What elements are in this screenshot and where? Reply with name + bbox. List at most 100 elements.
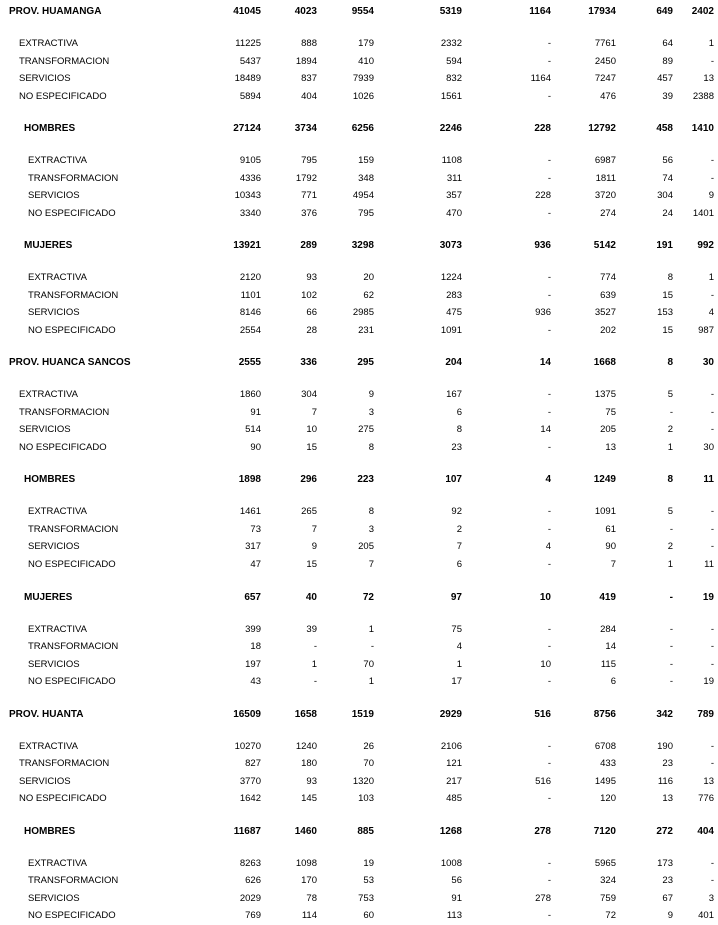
row-value: 1091 xyxy=(594,506,616,518)
row-value: 90 xyxy=(250,441,261,453)
row-value: 9105 xyxy=(239,155,261,167)
total-value: 19 xyxy=(702,591,714,603)
total-value: 992 xyxy=(697,240,714,252)
row-value: - xyxy=(547,406,551,418)
row-value: 6708 xyxy=(594,740,616,752)
row-value: 936 xyxy=(535,307,551,319)
row-value: - xyxy=(547,155,551,167)
row-value: 1008 xyxy=(440,857,462,869)
row-value: 70 xyxy=(363,758,374,770)
total-value: 4023 xyxy=(294,6,317,17)
row-value: - xyxy=(547,172,551,184)
row-value: 28 xyxy=(306,324,317,336)
row-value: 61 xyxy=(605,523,616,535)
row-label: SERVICIOS xyxy=(28,658,80,670)
row-value: 30 xyxy=(703,441,714,453)
row-value: 304 xyxy=(301,389,317,401)
row-value: 113 xyxy=(446,910,462,922)
row-value: 116 xyxy=(657,775,673,787)
row-value: 1 xyxy=(368,676,374,687)
row-value: 115 xyxy=(600,658,616,670)
row-value: 15 xyxy=(306,558,317,570)
row-value: 4 xyxy=(708,307,714,319)
row-label: TRANSFORMACION xyxy=(28,289,119,301)
row-value: 2120 xyxy=(239,272,261,284)
total-value: 97 xyxy=(450,591,462,603)
total-value: 1249 xyxy=(593,474,616,486)
row-value: 8263 xyxy=(239,857,261,869)
total-value: 2246 xyxy=(439,123,462,135)
row-value: 476 xyxy=(600,90,616,102)
row-value: 1860 xyxy=(239,389,261,401)
row-value: 72 xyxy=(605,910,616,922)
row-value: 357 xyxy=(446,190,462,202)
row-value: 348 xyxy=(358,172,374,184)
row-value: - xyxy=(710,406,714,418)
row-value: - xyxy=(710,55,714,67)
total-value: 17934 xyxy=(588,6,616,17)
row-label: SERVICIOS xyxy=(19,775,71,787)
total-value: 3734 xyxy=(294,123,317,135)
row-value: 14 xyxy=(605,641,616,652)
row-value: 6 xyxy=(456,406,462,418)
row-value: 311 xyxy=(446,172,462,184)
total-value: 649 xyxy=(656,6,673,17)
total-value: 936 xyxy=(534,240,551,252)
row-label: TRANSFORMACION xyxy=(28,875,119,887)
row-value: - xyxy=(547,558,551,570)
row-value: 324 xyxy=(600,875,616,887)
row-label: SERVICIOS xyxy=(28,190,80,202)
total-value: 458 xyxy=(656,123,673,135)
row-value: 62 xyxy=(363,289,374,301)
total-value: 8756 xyxy=(593,708,616,720)
total-value: 41045 xyxy=(233,6,261,17)
row-value: 159 xyxy=(358,155,374,167)
row-value: 90 xyxy=(605,541,616,553)
row-value: 15 xyxy=(306,441,317,453)
row-value: 9 xyxy=(368,389,374,401)
total-value: 204 xyxy=(445,357,462,369)
total-value: 2555 xyxy=(238,357,261,369)
row-value: 626 xyxy=(245,875,261,887)
row-value: 5965 xyxy=(594,857,616,869)
total-value: 228 xyxy=(534,123,551,135)
row-label: SERVICIOS xyxy=(28,307,80,319)
row-value: 769 xyxy=(245,910,261,922)
row-value: 23 xyxy=(662,758,673,770)
total-value: 516 xyxy=(534,708,551,720)
total-value: 5319 xyxy=(439,6,462,17)
row-value: 516 xyxy=(535,775,551,787)
total-value: 6256 xyxy=(351,123,374,135)
row-value: 56 xyxy=(451,875,462,887)
row-value: 6 xyxy=(456,558,462,570)
row-value: 2 xyxy=(667,424,673,436)
row-value: 3527 xyxy=(594,307,616,319)
row-label: EXTRACTIVA xyxy=(19,389,78,401)
row-value: 11 xyxy=(704,558,714,570)
row-value: 1108 xyxy=(441,155,462,167)
row-value: 304 xyxy=(657,190,673,202)
row-value: 399 xyxy=(245,623,261,635)
row-value: 4336 xyxy=(239,172,261,184)
row-value: - xyxy=(547,55,551,67)
row-value: 91 xyxy=(250,406,261,418)
row-value: 827 xyxy=(245,758,261,770)
total-value: 3073 xyxy=(439,240,462,252)
total-label: MUJERES xyxy=(24,240,73,252)
total-value: 404 xyxy=(697,825,714,837)
row-value: 7247 xyxy=(594,73,616,84)
total-value: 2402 xyxy=(691,6,714,17)
row-value: 7 xyxy=(368,558,374,570)
row-value: 5437 xyxy=(239,55,261,67)
total-value: 8 xyxy=(667,357,673,369)
row-value: 457 xyxy=(657,73,673,84)
row-value: 8 xyxy=(368,441,374,453)
row-value: 7 xyxy=(311,406,317,418)
total-value: 14 xyxy=(539,357,551,369)
total-value: 278 xyxy=(534,825,551,837)
row-value: 70 xyxy=(363,658,374,670)
row-value: - xyxy=(547,289,551,301)
row-value: 987 xyxy=(698,324,714,336)
row-value: 20 xyxy=(363,272,374,284)
total-value: 5142 xyxy=(593,240,616,252)
